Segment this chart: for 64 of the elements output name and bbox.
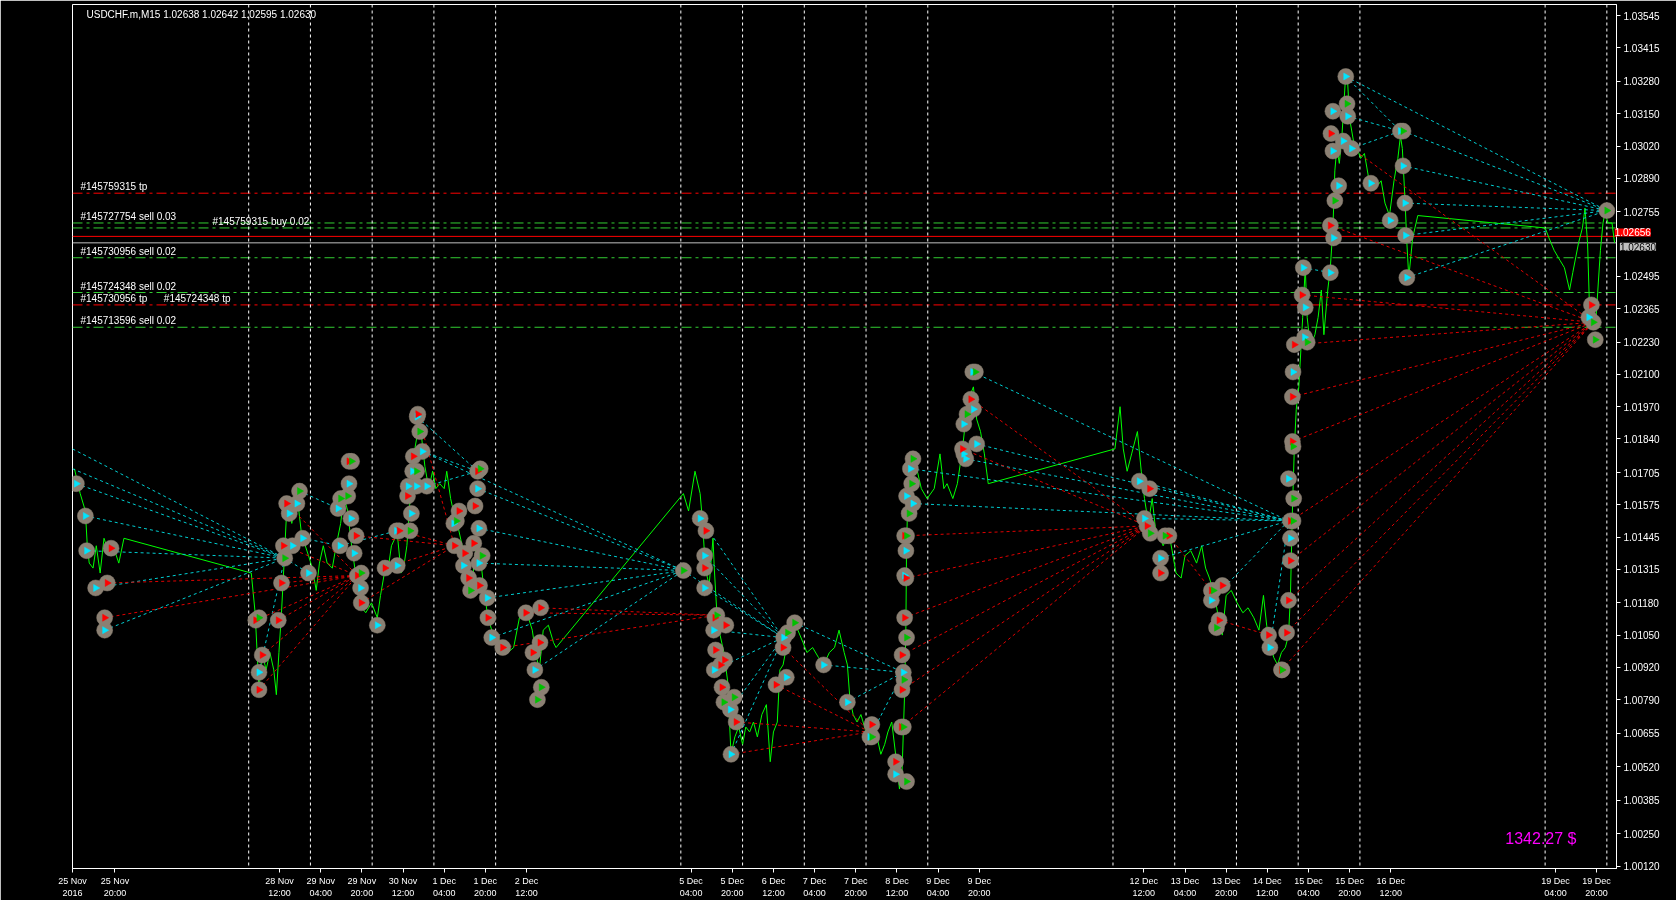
y-tick-label: 1.02100 [1623,369,1661,381]
y-tick-label: 1.03280 [1623,76,1661,88]
ref-line-label: #145759315 buy 0.02 [212,215,310,227]
ref-line-label: 1.02630 [1619,241,1657,253]
y-tick-label: 1.01180 [1623,597,1660,609]
y-tick-label: 1.00790 [1623,694,1661,706]
x-tick-label: 9 Dec 04:00 [926,875,951,898]
y-tick-label: 1.01705 [1623,467,1661,479]
x-tick-label: 5 Dec 04:00 [679,875,704,898]
ref-line-label: 1.02656 [1614,227,1652,239]
y-tick-label: 1.00250 [1623,828,1661,840]
x-tick-label: 19 Dec 20:00 [1582,875,1612,898]
y-tick-label: 1.00655 [1623,728,1661,740]
y-tick-label: 1.02495 [1623,271,1661,283]
x-tick-label: 13 Dec 04:00 [1170,875,1200,898]
x-tick-label: 1 Dec 04:00 [432,875,457,898]
x-tick-label: 5 Dec 20:00 [720,875,745,898]
y-tick-label: 1.01050 [1623,630,1661,642]
x-tick-label: 25 Nov 2016 [58,875,88,898]
y-tick-label: 1.02755 [1623,206,1661,218]
y-tick-label: 1.00385 [1623,795,1661,807]
x-tick-label: 7 Dec 04:00 [802,875,827,898]
ref-line-label: #145730956 sell 0.02 [80,245,177,257]
chart-title: USDCHF.m,M15 1.02638 1.02642 1.02595 1.02630 [86,8,317,20]
x-tick-label: 15 Dec 04:00 [1294,875,1324,898]
y-tick-label: 1.03415 [1623,42,1661,54]
y-tick-label: 1.03020 [1623,141,1661,153]
y-tick-label: 1.03150 [1623,108,1661,120]
y-tick-label: 1.00520 [1623,761,1661,773]
x-tick-label: 29 Nov 20:00 [347,875,377,898]
x-tick-label: 8 Dec 12:00 [885,875,910,898]
x-tick-label: 15 Dec 20:00 [1335,875,1365,898]
x-tick-label: 12 Dec 12:00 [1129,875,1159,898]
y-tick-label: 1.02890 [1623,173,1661,185]
ref-line-label: #145724348 sell 0.02 [80,280,177,292]
x-tick-label: 16 Dec 12:00 [1376,875,1406,898]
y-tick-label: 1.01445 [1623,532,1661,544]
y-tick-label: 1.01840 [1623,433,1661,445]
x-tick-label: 29 Nov 04:00 [306,875,336,898]
x-tick-label: 9 Dec 20:00 [967,875,992,898]
y-tick-label: 1.01315 [1623,564,1661,576]
x-tick-label: 28 Nov 12:00 [265,875,295,898]
y-tick-label: 1.00920 [1623,662,1661,674]
y-tick-label: 1.02230 [1623,337,1661,349]
x-tick-label: 14 Dec 12:00 [1253,875,1283,898]
ref-line-label: #145730956 tp [80,292,148,304]
annotation: 1342.27 $ [1505,829,1577,847]
x-tick-label: 7 Dec 20:00 [844,875,869,898]
x-tick-label: 1 Dec 20:00 [473,875,498,898]
y-tick-label: 1.01970 [1623,401,1661,413]
x-tick-label: 19 Dec 04:00 [1541,875,1571,898]
ref-line-label: #145759315 tp [80,181,148,193]
x-tick-label: 30 Nov 12:00 [388,875,418,898]
y-tick-label: 1.00120 [1623,861,1661,873]
x-tick-label: 2 Dec 12:00 [514,875,539,898]
annotation: #145724348 tp [163,292,231,304]
x-tick-label: 6 Dec 12:00 [761,875,786,898]
y-tick-label: 1.03545 [1623,10,1661,22]
ref-line-label: #145727754 sell 0.03 [80,210,177,222]
x-tick-label: 25 Nov 20:00 [100,875,130,898]
y-tick-label: 1.02365 [1623,303,1661,315]
x-tick-label: 13 Dec 20:00 [1211,875,1241,898]
y-tick-label: 1.01575 [1623,499,1661,511]
ref-line-label: #145713596 sell 0.02 [80,315,177,327]
